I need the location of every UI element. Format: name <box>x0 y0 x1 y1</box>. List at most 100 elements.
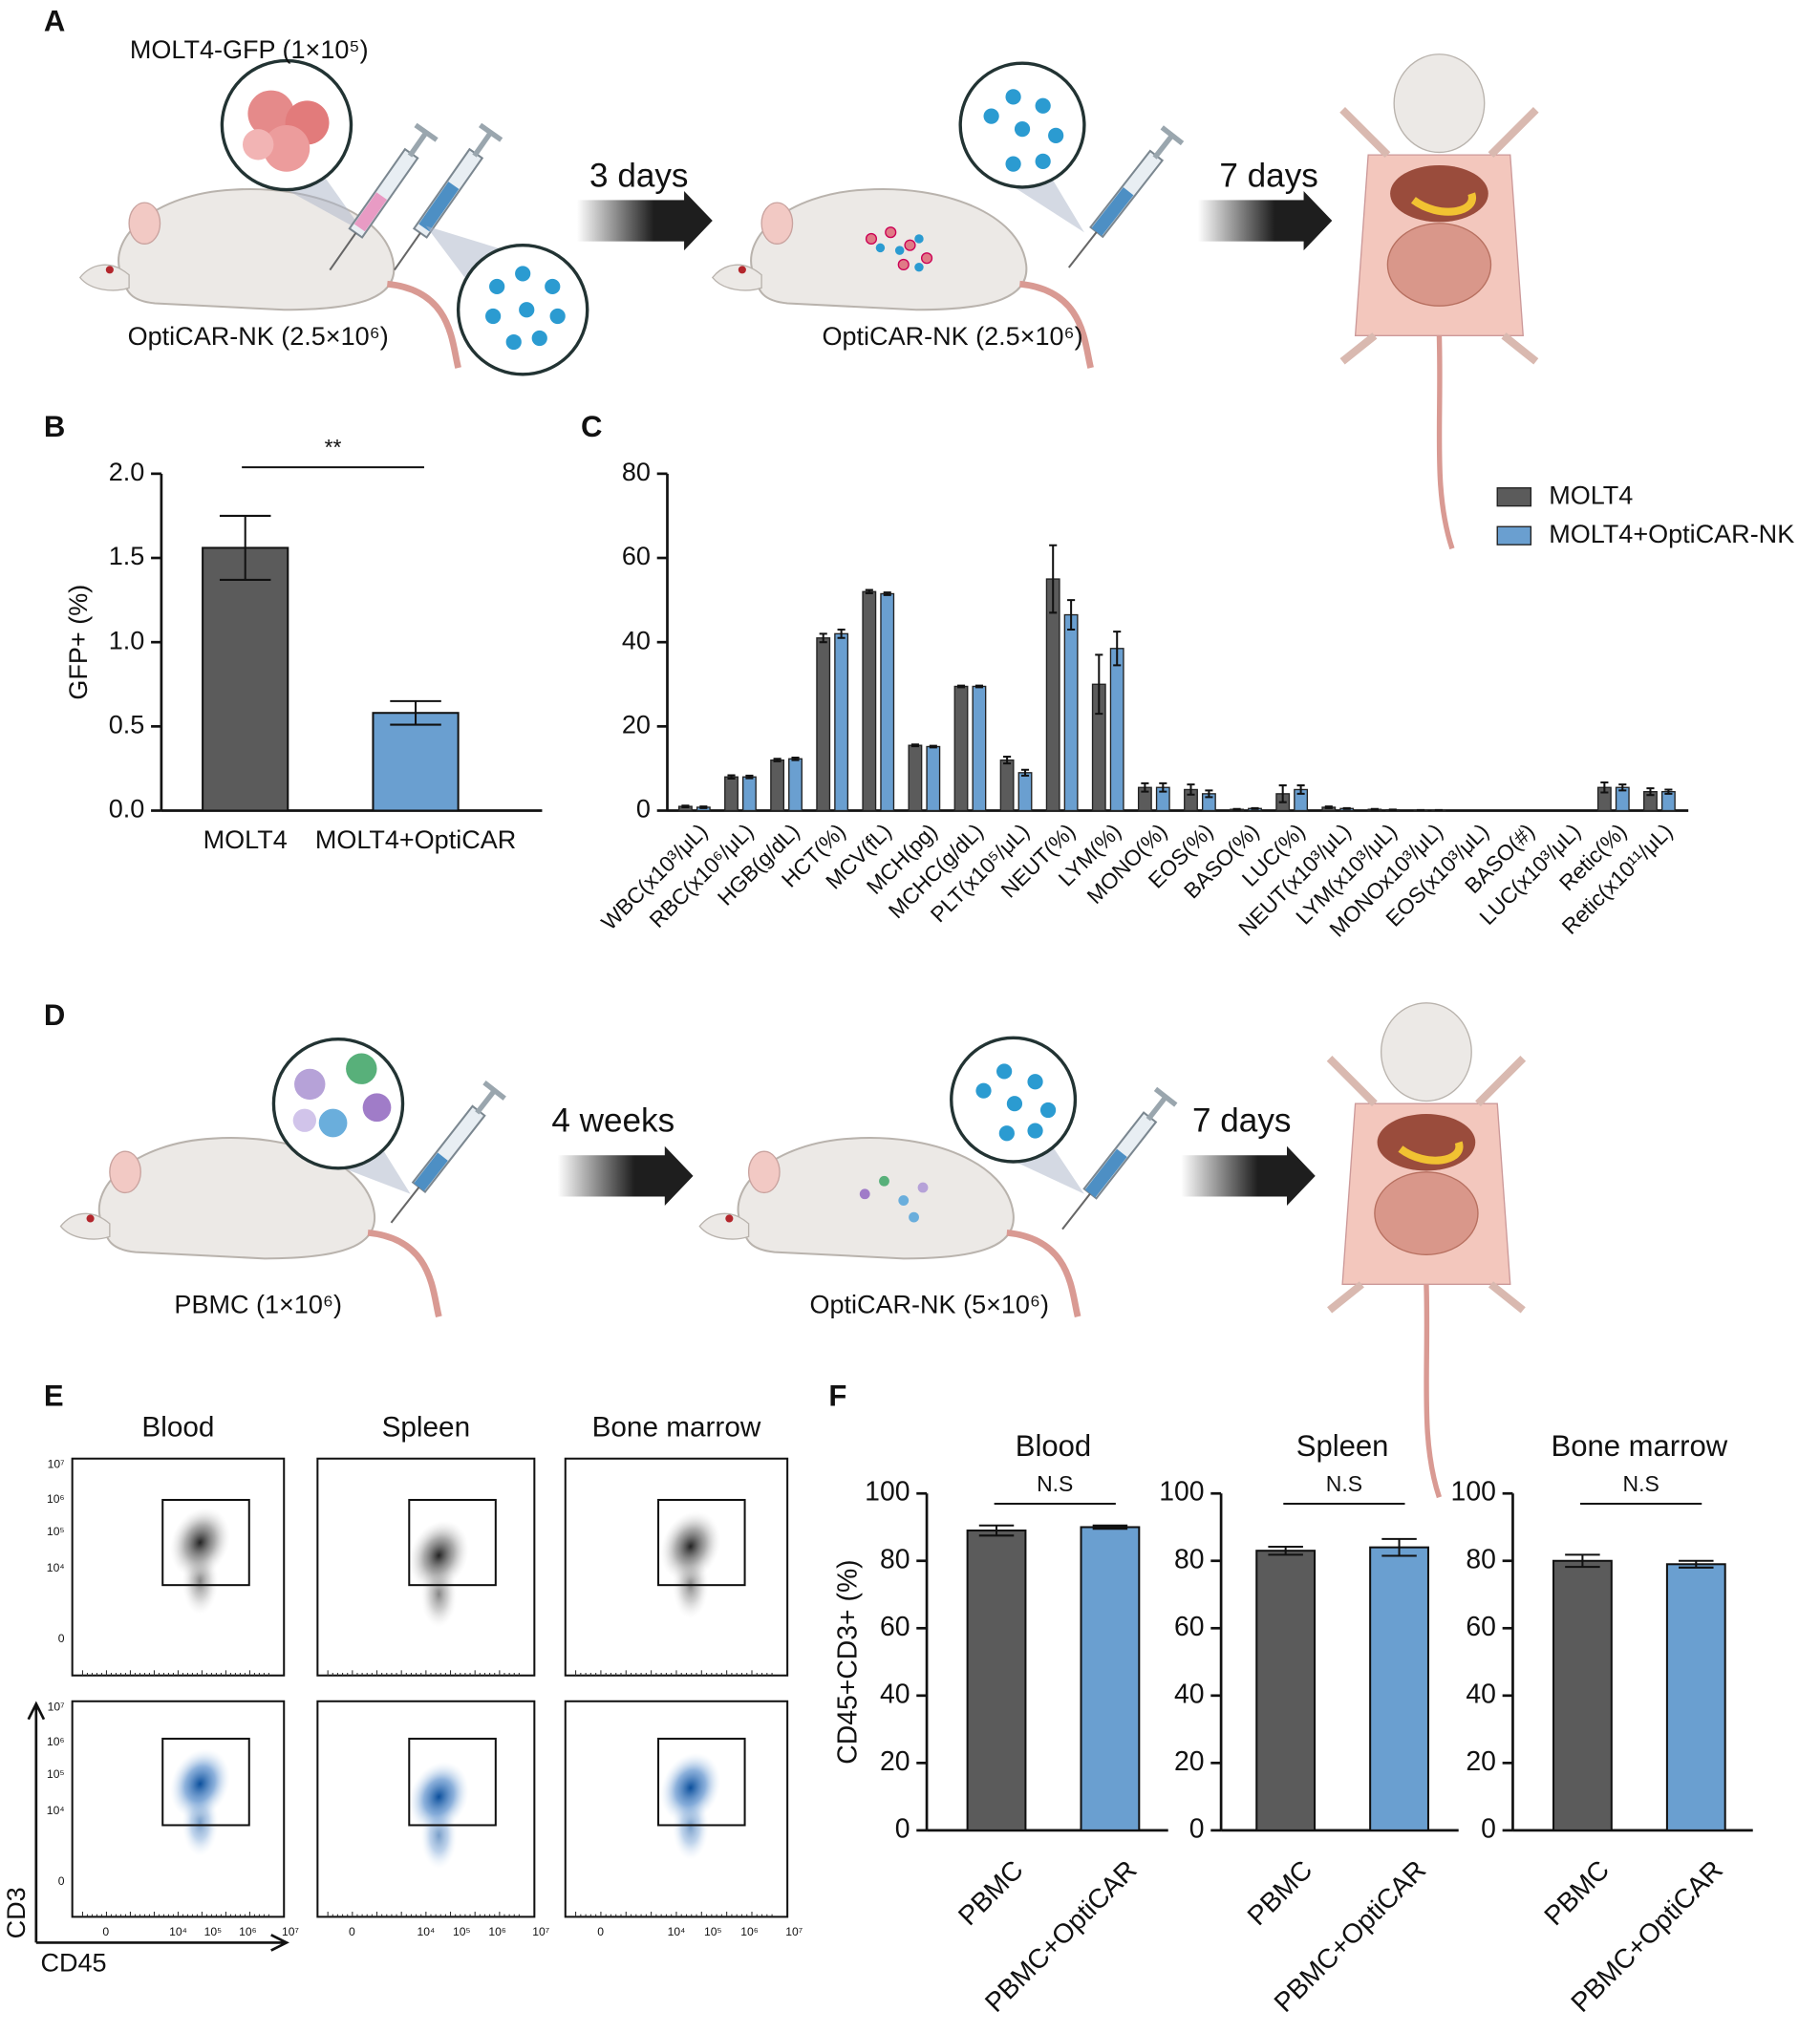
y-tick-label: 0 <box>1481 1813 1496 1844</box>
y-tick-label: 60 <box>622 542 651 570</box>
error-bar <box>1565 1553 1600 1569</box>
panel-label: D <box>44 998 65 1032</box>
y-tick-label: 10⁴ <box>47 1804 65 1817</box>
density <box>660 1511 721 1582</box>
error-bar <box>974 684 983 689</box>
x-tick-label: 10⁴ <box>169 1925 187 1938</box>
y-tick-label: 80 <box>1466 1544 1496 1574</box>
label: PBMC (1×10⁶) <box>174 1290 342 1318</box>
error-bar <box>1646 787 1655 797</box>
error-bar <box>910 743 919 748</box>
error-bar <box>1159 781 1167 793</box>
y-tick-label: 20 <box>1174 1746 1205 1777</box>
error-bar <box>1095 653 1103 716</box>
y-tick-label: 40 <box>1174 1679 1205 1709</box>
significance-label: N.S <box>1326 1471 1362 1496</box>
tissue-title: Blood <box>141 1412 214 1444</box>
error-bar <box>699 805 708 809</box>
y-tick-label: 80 <box>880 1544 910 1574</box>
bar <box>999 759 1015 812</box>
x-tick-label: 10⁵ <box>204 1925 223 1938</box>
y-tick-label: 0.5 <box>109 710 145 738</box>
error-bar <box>681 804 690 808</box>
error-bar <box>1232 807 1241 811</box>
error-bar <box>1067 599 1076 631</box>
x-tick-label: 10⁷ <box>282 1925 299 1938</box>
x-tick-label: 10⁴ <box>417 1925 435 1938</box>
y-tick-label: 1.0 <box>109 626 145 654</box>
legend-label: MOLT4+OptiCAR-NK <box>1549 520 1794 548</box>
y-tick-label: 60 <box>1174 1612 1205 1642</box>
panel-label: F <box>828 1379 846 1412</box>
gate <box>408 1498 497 1587</box>
bar <box>1369 1546 1429 1831</box>
error-bar <box>1278 784 1287 803</box>
bar <box>1017 772 1033 812</box>
bar <box>834 632 849 812</box>
bar <box>1045 578 1060 812</box>
label: 3 days <box>589 158 688 195</box>
significance-label: N.S <box>1623 1471 1659 1496</box>
error-bar <box>819 632 827 644</box>
y-tick-label: 20 <box>880 1746 910 1777</box>
label: MOLT4-GFP (1×10⁵) <box>130 35 369 64</box>
panel-label: C <box>581 410 602 443</box>
bar <box>1063 613 1079 812</box>
gate <box>161 1498 250 1587</box>
tissue-title: Spleen <box>382 1412 471 1444</box>
label: OptiCAR-NK (2.5×10⁶) <box>128 322 389 351</box>
error-bar <box>390 699 441 726</box>
error-bar <box>1020 768 1030 777</box>
x-tick-label: 10⁶ <box>740 1925 759 1938</box>
bar <box>966 1530 1027 1831</box>
bar <box>926 745 941 812</box>
panel-label: E <box>44 1379 64 1412</box>
axis-arrow <box>27 1701 289 1952</box>
y-tick-label: 100 <box>1451 1477 1496 1508</box>
error-bar <box>865 588 873 595</box>
bar <box>880 592 895 812</box>
y-tick-label: 10⁷ <box>48 1458 65 1471</box>
error-bar <box>727 774 736 781</box>
y-tick-label: 40 <box>880 1679 910 1709</box>
bar <box>1255 1550 1317 1831</box>
y-tick-label: 2.0 <box>109 458 145 486</box>
x-tick-label: MOLT4 <box>203 825 288 854</box>
error-bar <box>929 744 937 749</box>
x-tick-label: PBMC <box>953 1854 1030 1932</box>
error-bar <box>837 628 846 639</box>
bar <box>953 685 969 812</box>
bar <box>1109 648 1124 812</box>
x-tick-label: 10⁷ <box>785 1925 803 1938</box>
x-tick-label: MOLT4+OptiCAR <box>315 825 516 854</box>
panel-labels: A B C D E F <box>44 5 846 1413</box>
y-tick-label: 20 <box>622 710 651 738</box>
x-tick-label: 0 <box>349 1925 355 1938</box>
bar <box>1080 1526 1141 1831</box>
error-bar <box>1296 784 1305 795</box>
diagram-a <box>80 54 1536 548</box>
error-bar <box>1049 544 1058 614</box>
y-tick-label: 100 <box>1159 1477 1204 1508</box>
y-tick-label: 80 <box>1174 1544 1205 1574</box>
legend-swatch <box>1496 487 1532 507</box>
bar <box>1552 1559 1613 1831</box>
error-bar <box>1187 783 1195 796</box>
y-axis-label: CD3 <box>2 1887 31 1938</box>
gate <box>657 1498 746 1587</box>
x-tick-label: 10⁶ <box>239 1925 257 1938</box>
diagram-texts: MOLT4-GFP (1×10⁵) OptiCAR-NK (2.5×10⁶) 3… <box>128 35 1318 1318</box>
bar <box>372 712 460 812</box>
density <box>660 1752 721 1823</box>
y-axis-label: CD45+CD3+ (%) <box>833 1559 864 1764</box>
density <box>409 1520 469 1591</box>
legend-swatch <box>1496 525 1532 546</box>
chart-title: Bone marrow <box>1551 1429 1727 1463</box>
gate <box>657 1737 746 1827</box>
label: 4 weeks <box>551 1102 674 1140</box>
bar <box>972 685 987 812</box>
error-bar <box>745 774 754 780</box>
error-bar <box>956 684 966 689</box>
y-tick-label: 80 <box>622 458 651 486</box>
